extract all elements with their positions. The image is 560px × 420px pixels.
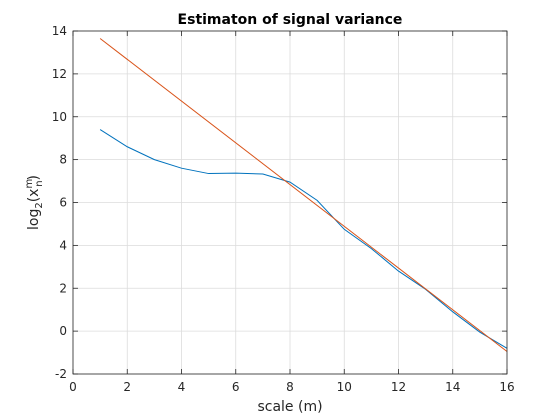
y-axis-label: log2(xmn)	[24, 175, 45, 230]
x-tick-label: 8	[286, 380, 294, 394]
y-axis-label-close: )	[26, 175, 42, 180]
x-tick-label: 4	[178, 380, 186, 394]
x-tick-label: 2	[123, 380, 131, 394]
y-tick-label: 2	[59, 281, 67, 295]
y-tick-label: 6	[59, 196, 67, 210]
x-axis-label: scale (m)	[257, 399, 322, 415]
x-tick-label: 0	[69, 380, 77, 394]
y-axis-label-open: (x	[26, 189, 42, 203]
x-tick-label: 14	[445, 380, 460, 394]
y-axis-label-superscript: m	[24, 179, 35, 189]
y-tick-label: 12	[52, 67, 67, 81]
series-line-1	[99, 129, 508, 349]
y-tick-label: 14	[52, 24, 67, 38]
series-line-2	[99, 38, 508, 352]
x-tick-label: 12	[391, 380, 406, 394]
y-tick-label: -2	[55, 367, 67, 381]
y-tick-label: 10	[52, 110, 67, 124]
y-tick-label: 8	[59, 153, 67, 167]
chart-title: Estimaton of signal variance	[178, 12, 403, 28]
series-group	[99, 38, 508, 352]
y-tick-label: 4	[59, 238, 67, 252]
x-tick-label: 10	[337, 380, 352, 394]
x-tick-label: 16	[499, 380, 514, 394]
grid	[72, 30, 508, 375]
y-tick-label: 0	[59, 324, 67, 338]
y-axis-label-base-subscript: 2	[34, 202, 45, 208]
x-tick-label: 6	[232, 380, 240, 394]
y-axis-label-subscript: n	[34, 180, 45, 186]
y-axis-label-base: log	[26, 209, 42, 230]
